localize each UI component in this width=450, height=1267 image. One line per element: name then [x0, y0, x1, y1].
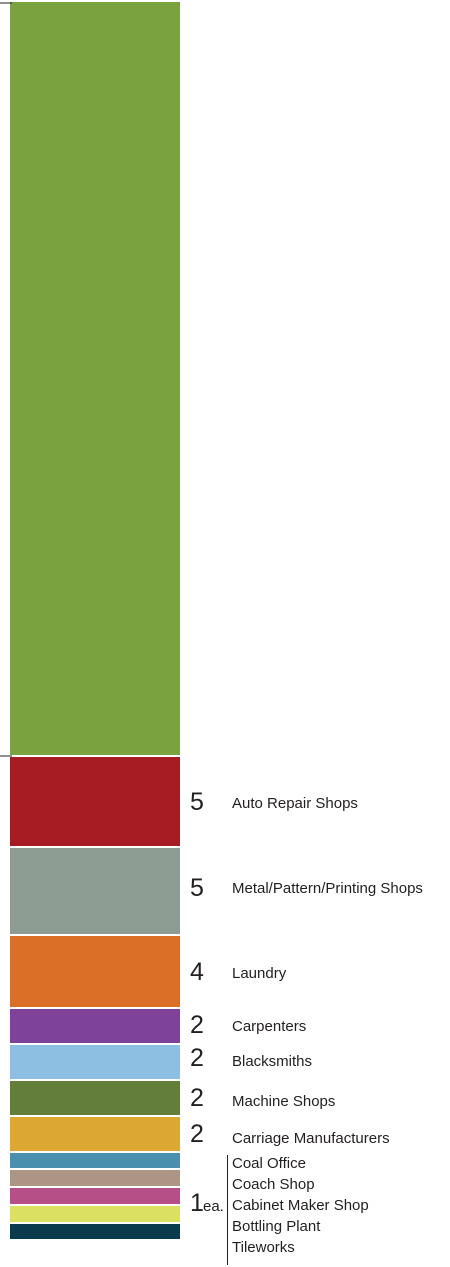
one-each-group: 1 ea. Coal Office Coach Shop Cabinet Maker… [190, 1155, 369, 1265]
bar-segment-auto-repair-shops [10, 757, 180, 846]
bar-segment-machine-shops [10, 1081, 180, 1115]
count-label-blacksmiths: 2 [190, 1044, 204, 1072]
category-label-blacksmiths: Blacksmiths [232, 1053, 312, 1070]
category-label-laundry: Laundry [232, 965, 287, 982]
left-tick-marks [0, 2, 12, 757]
bar-segment-blacksmiths [10, 1045, 180, 1079]
count-label-auto-repair-shops: 5 [190, 788, 204, 816]
bar-segments [10, 2, 180, 1239]
count-label-laundry: 4 [190, 958, 204, 986]
category-label-carpenters: Carpenters [232, 1018, 306, 1035]
group-label-tileworks: Tileworks [232, 1239, 295, 1256]
count-label-carpenters: 2 [190, 1011, 204, 1039]
count-label-carriage-manufacturers: 2 [190, 1120, 204, 1148]
category-label-machine-shops: Machine Shops [232, 1093, 335, 1110]
group-label-bottling-plant: Bottling Plant [232, 1218, 321, 1235]
category-label-metal-pattern-printing-shops: Metal/Pattern/Printing Shops [232, 880, 423, 897]
group-label-cabinet-maker-shop: Cabinet Maker Shop [232, 1197, 369, 1214]
bar-segment-bottling-plant [10, 1206, 180, 1222]
group-count-suffix: ea. [203, 1198, 224, 1215]
group-count-number: 1 [190, 1189, 204, 1217]
bar-segment-carpenters [10, 1009, 180, 1043]
bar-segment-tileworks [10, 1224, 180, 1239]
count-label-metal-pattern-printing-shops: 5 [190, 874, 204, 902]
bar-segment-main [10, 2, 180, 755]
bar-segment-carriage-manufacturers [10, 1117, 180, 1151]
bar-segment-metal-pattern-printing-shops [10, 848, 180, 934]
category-label-auto-repair-shops: Auto Repair Shops [232, 795, 358, 812]
category-label-carriage-manufacturers: Carriage Manufacturers [232, 1130, 390, 1147]
bar-segment-laundry [10, 936, 180, 1007]
group-label-coal-office: Coal Office [232, 1155, 306, 1172]
count-label-machine-shops: 2 [190, 1084, 204, 1112]
bar-segment-cabinet-maker-shop [10, 1188, 180, 1204]
group-label-coach-shop: Coach Shop [232, 1176, 315, 1193]
bar-segment-coach-shop [10, 1170, 180, 1186]
segment-labels: 5 Auto Repair Shops 5 Metal/Pattern/Printin… [190, 788, 423, 1148]
bar-segment-coal-office [10, 1153, 180, 1168]
